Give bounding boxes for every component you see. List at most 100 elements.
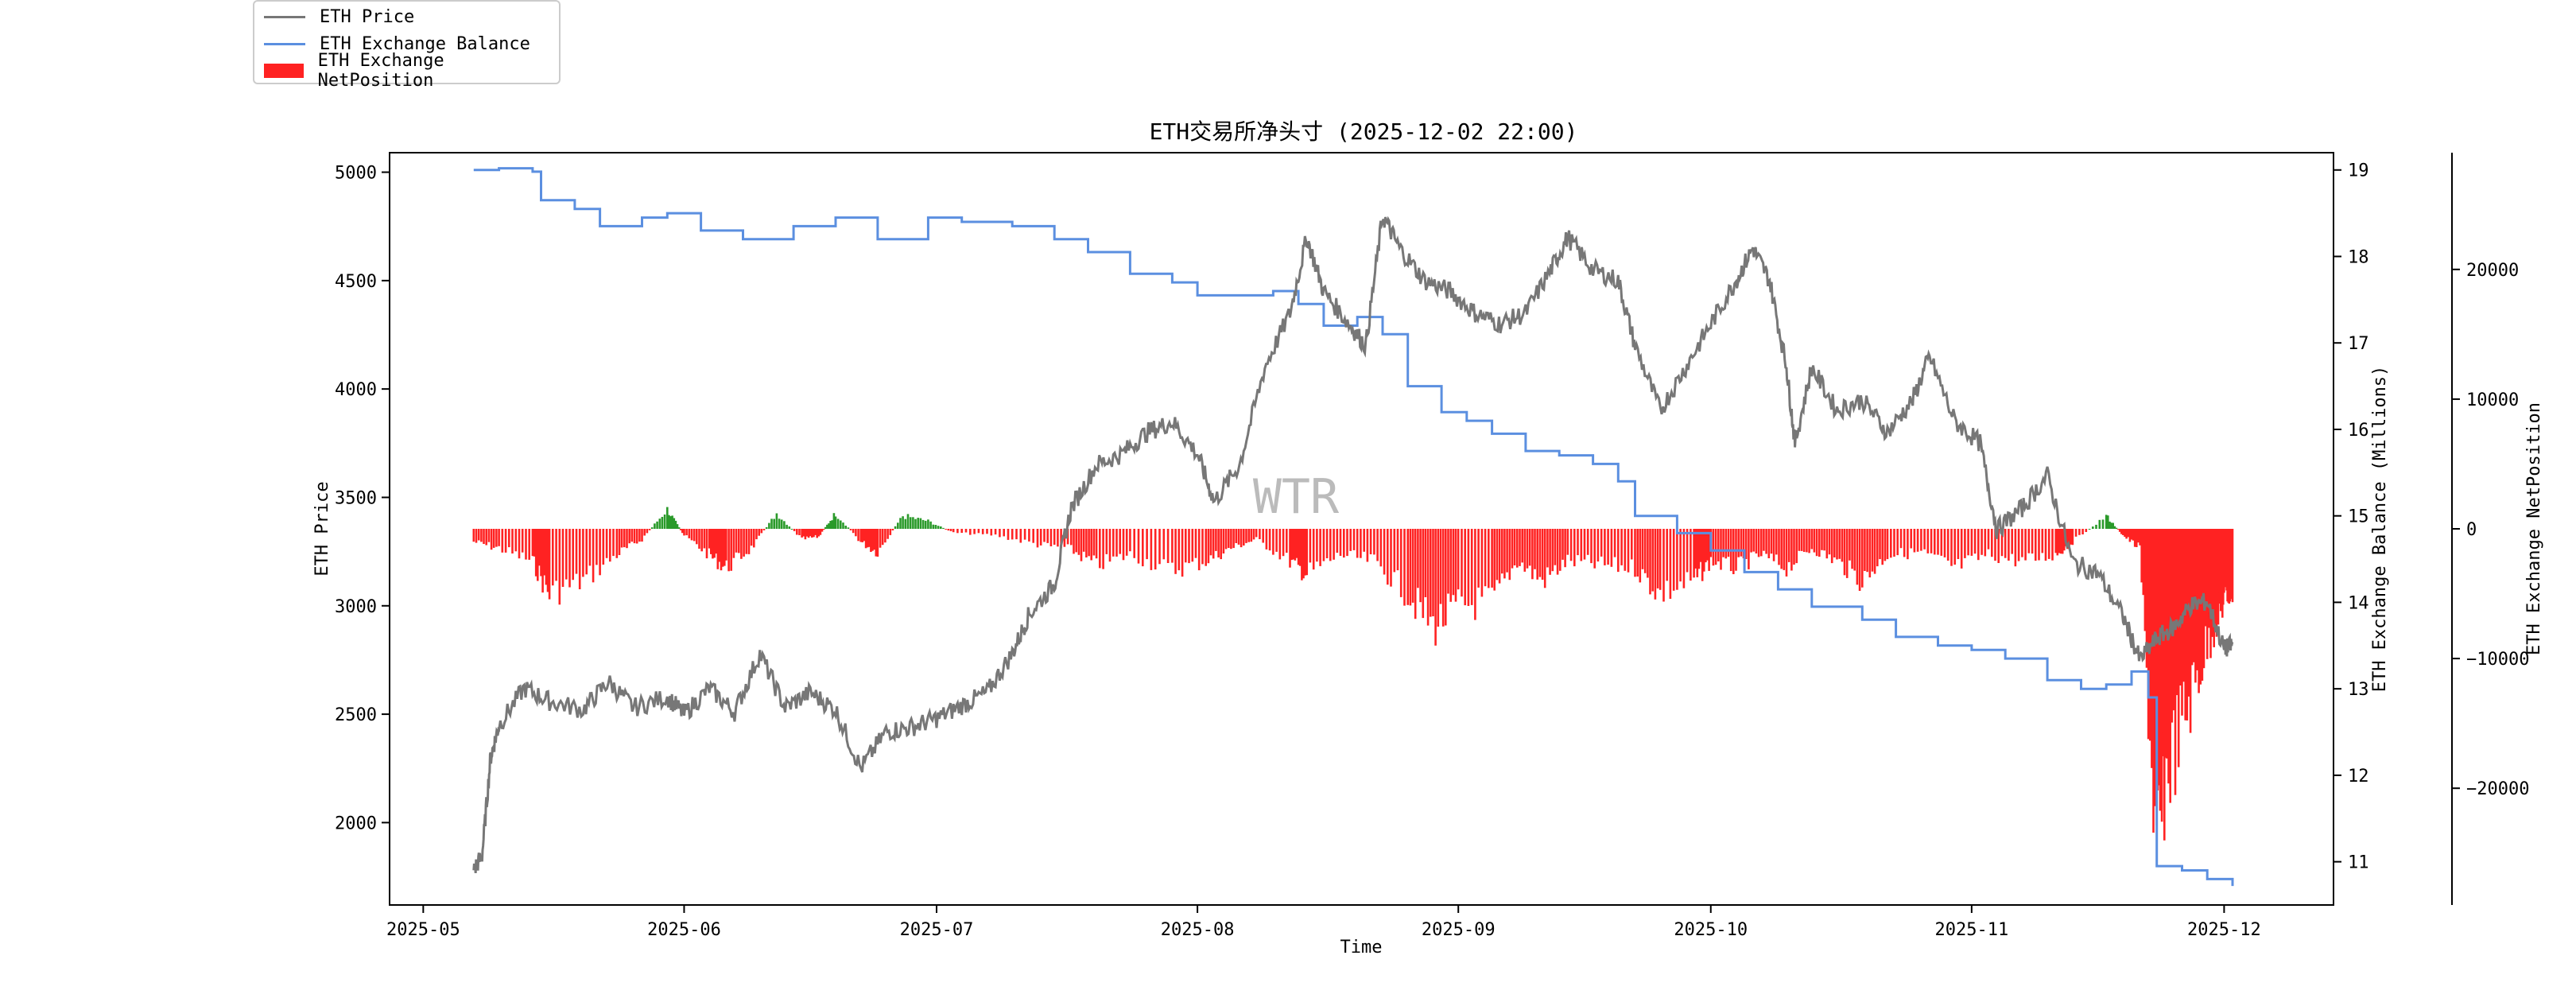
price-series-line [472, 216, 2234, 874]
netposition-bar [1634, 529, 1636, 577]
netposition-bar [1181, 529, 1184, 577]
netposition-bar [1349, 529, 1352, 551]
netposition-bar [1662, 529, 1665, 602]
netposition-bar [842, 522, 844, 529]
x-tick-label: 2025-05 [386, 920, 460, 940]
netposition-bar [2154, 529, 2156, 806]
netposition-bar [1088, 529, 1090, 557]
netposition-bar [477, 529, 480, 541]
netposition-bar [1188, 529, 1190, 564]
netposition-bar [2179, 529, 2182, 685]
netposition-bar [1920, 529, 1922, 551]
netposition-bar [715, 529, 717, 554]
netposition-bar [1596, 529, 1600, 562]
netposition-bar [724, 529, 726, 566]
netposition-bar [1488, 529, 1490, 588]
netposition-bar [1511, 529, 1514, 569]
netposition-bar [716, 529, 720, 569]
netposition-bar [1624, 529, 1627, 571]
netposition-bar [2137, 529, 2140, 543]
netposition-bar [1744, 529, 1748, 559]
netposition-bar [1583, 529, 1586, 560]
netposition-bar [1329, 529, 1332, 561]
netposition-bar [2208, 529, 2210, 628]
netposition-bar [1150, 529, 1153, 570]
netposition-bar [906, 514, 910, 529]
netposition-bar [2136, 529, 2138, 547]
netposition-bar [879, 529, 882, 548]
netposition-bar [1290, 529, 1293, 561]
netposition-bar [1379, 529, 1383, 567]
netposition-bar [735, 529, 738, 553]
netposition-bar [669, 516, 672, 529]
netposition-bar [762, 529, 766, 530]
netposition-bar [1222, 529, 1225, 553]
netposition-bar [802, 529, 805, 537]
netposition-bar [2118, 529, 2121, 532]
netposition-bar [1023, 529, 1026, 540]
netposition-bar [1417, 529, 1419, 588]
netposition-bar [552, 529, 554, 586]
netposition-bar [1366, 529, 1369, 562]
netposition-bar [1224, 529, 1228, 550]
netposition-bar [2021, 529, 2023, 557]
netposition-bar [1964, 529, 1966, 558]
netposition-bar [811, 529, 813, 538]
netposition-bar [1070, 529, 1073, 546]
netposition-bar [2098, 519, 2101, 529]
netposition-bar [511, 529, 514, 553]
netposition-bar [1424, 529, 1427, 597]
netposition-bar [2038, 529, 2040, 561]
netposition-bar [1538, 529, 1542, 577]
netposition-bar [1252, 529, 1255, 540]
y-right1-tick-label: 16 [2348, 421, 2369, 441]
netposition-bar [1282, 529, 1285, 557]
netposition-bar [2147, 529, 2150, 740]
netposition-bar [2174, 529, 2177, 795]
netposition-bar [487, 529, 491, 542]
netposition-bar [973, 529, 976, 534]
netposition-bar [861, 529, 864, 542]
netposition-bar [1393, 529, 1396, 573]
netposition-bar [1765, 529, 1767, 554]
netposition-bar [1953, 529, 1956, 565]
netposition-bar [1549, 529, 1551, 575]
netposition-bar [1656, 529, 1659, 588]
netposition-bar [1534, 529, 1536, 569]
netposition-bar [1536, 529, 1538, 580]
netposition-bar [738, 529, 740, 553]
netposition-bar [2166, 529, 2168, 759]
netposition-bar [947, 529, 950, 531]
netposition-bar [2008, 529, 2010, 561]
netposition-bar [952, 529, 955, 533]
netposition-bar [1422, 529, 1425, 619]
netposition-bar [1724, 529, 1728, 559]
legend-label: ETH Price [320, 6, 415, 27]
netposition-bar [1845, 529, 1849, 578]
netposition-bar [855, 529, 857, 537]
netposition-bar [912, 517, 914, 529]
netposition-bar [2143, 529, 2147, 631]
netposition-bar [1607, 529, 1609, 565]
netposition-bar [2101, 519, 2105, 529]
netposition-bar [668, 515, 670, 529]
netposition-bar [1763, 529, 1765, 551]
netposition-bar [2182, 529, 2185, 682]
netposition-bar [2186, 529, 2189, 720]
netposition-bar [612, 529, 615, 557]
netposition-bar [1694, 529, 1697, 569]
netposition-bar [623, 529, 626, 548]
netposition-bar [844, 526, 847, 529]
netposition-bar [945, 529, 947, 530]
netposition-bar [786, 524, 788, 529]
netposition-bar [661, 517, 664, 529]
netposition-bar [770, 518, 773, 529]
netposition-bar [1060, 529, 1062, 549]
netposition-bar [1346, 529, 1348, 557]
netposition-bar [2035, 529, 2037, 561]
netposition-bar [1881, 529, 1884, 565]
netposition-bar [1802, 529, 1806, 552]
netposition-bar [755, 529, 758, 540]
netposition-bar [1676, 529, 1678, 590]
netposition-bar [1171, 529, 1174, 563]
